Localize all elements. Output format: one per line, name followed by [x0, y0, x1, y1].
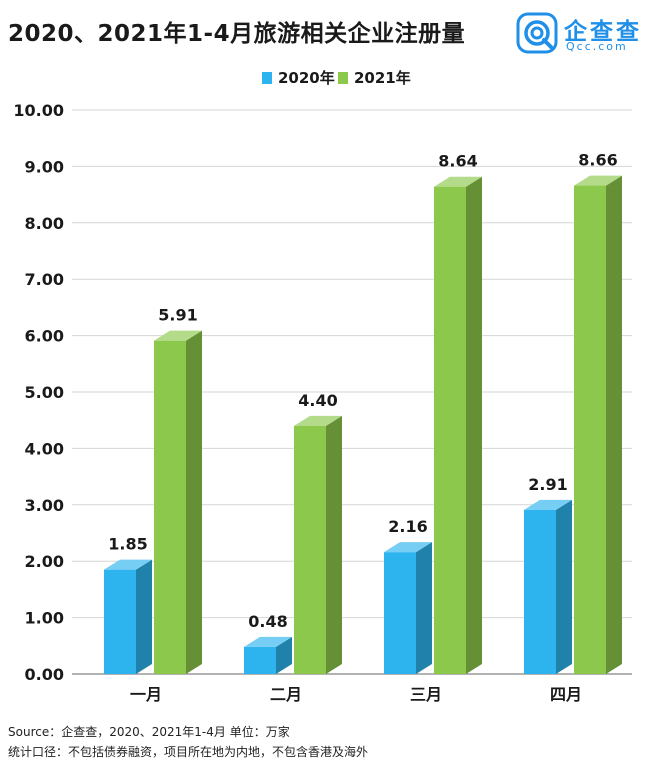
y-tick-label: 5.00: [25, 383, 64, 402]
data-label-0-3: 2.91: [528, 475, 567, 494]
data-label-1-1: 4.40: [298, 391, 337, 410]
x-tick-label: 一月: [130, 685, 162, 704]
legend-label-0: 2020年: [278, 69, 335, 87]
bar-side-0-3: [556, 499, 572, 674]
bar-side-0-0: [136, 559, 152, 674]
bar-top-1-1: [294, 415, 342, 426]
x-tick-label: 四月: [550, 685, 582, 704]
bar-top-0-0: [104, 559, 152, 570]
y-tick-label: 2.00: [25, 552, 64, 571]
brand-name: 企查查: [564, 19, 642, 45]
bar-1-0: [154, 340, 186, 674]
brand-domain: Qcc.com: [566, 40, 628, 53]
bar-0-1: [244, 646, 276, 674]
y-tick-label: 9.00: [25, 157, 64, 176]
x-tick-label: 二月: [270, 685, 302, 704]
y-tick-label: 3.00: [25, 496, 64, 515]
bar-top-0-3: [524, 499, 572, 510]
y-tick-label: 1.00: [25, 609, 64, 628]
bar-top-0-1: [244, 636, 292, 647]
x-tick-label: 三月: [410, 685, 442, 704]
data-label-1-0: 5.91: [158, 306, 197, 325]
bar-1-2: [434, 186, 466, 674]
y-tick-label: 10.00: [13, 101, 64, 120]
bar-chart: 0.00 1.00 2.00 3.00 4.00 5.00 6.00 7.00 8.00 9.00…: [13, 69, 632, 704]
data-label-1-3: 8.66: [578, 151, 617, 170]
chart-title: 2020、2021年1-4月旅游相关企业注册量: [8, 21, 466, 47]
source-note: Source：企查查，2020、2021年1-4月 单位：万家: [8, 725, 290, 739]
bar-side-0-2: [416, 542, 432, 674]
footer: Source：企查查，2020、2021年1-4月 单位：万家 统计口径：不包括…: [8, 722, 368, 762]
y-tick-label: 8.00: [25, 214, 64, 233]
scope-note: 统计口径：不包括债券融资，项目所在地为内地，不包含香港及海外: [8, 745, 369, 759]
legend-swatch-0: [262, 72, 272, 84]
bar-0-3: [524, 509, 556, 674]
bar-top-1-0: [154, 330, 202, 341]
bar-side-1-1: [326, 415, 342, 674]
legend-label-1: 2021年: [354, 69, 411, 87]
bar-0-2: [384, 552, 416, 674]
bar-side-1-3: [606, 175, 622, 674]
bar-1-3: [574, 185, 606, 674]
y-tick-label: 4.00: [25, 439, 64, 458]
qcc-logo-icon: [516, 12, 558, 54]
bar-top-1-2: [434, 176, 482, 187]
data-label-1-2: 8.64: [438, 152, 477, 171]
bar-side-1-0: [186, 330, 202, 674]
y-tick-label: 7.00: [25, 270, 64, 289]
data-label-0-1: 0.48: [248, 612, 287, 631]
data-label-0-2: 2.16: [388, 517, 427, 536]
legend-swatch-1: [338, 72, 348, 84]
y-tick-label: 0.00: [25, 665, 64, 684]
bar-side-1-2: [466, 176, 482, 674]
bar-top-0-2: [384, 542, 432, 553]
bar-top-1-3: [574, 175, 622, 186]
y-tick-label: 6.00: [25, 327, 64, 346]
data-label-0-0: 1.85: [108, 535, 147, 554]
bar-1-1: [294, 425, 326, 674]
brand-logo: 企查查 Qcc.com: [516, 10, 648, 54]
bar-0-0: [104, 569, 136, 674]
bar-side-0-1: [276, 636, 292, 674]
